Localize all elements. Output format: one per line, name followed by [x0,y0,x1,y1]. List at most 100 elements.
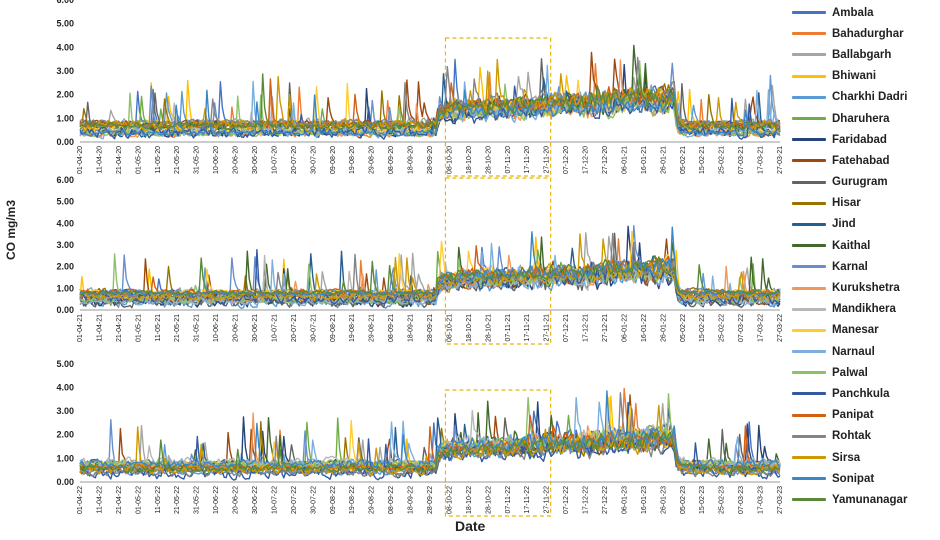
legend-item-faridabad: Faridabad [792,129,940,150]
x-tick-label: 26-01-23 [660,486,667,514]
x-tick-label: 20-06-22 [233,486,240,514]
x-tick-label: 31-05-22 [194,486,201,514]
x-tick-label: 19-08-22 [349,486,356,514]
legend-swatch [792,117,826,121]
legend-item-kurukshetra: Kurukshetra [792,277,940,298]
x-tick-label: 01-05-20 [135,146,142,174]
x-tick-label: 07-03-21 [738,146,745,174]
legend-item-hisar: Hisar [792,193,940,214]
legend-item-bahadurghar: Bahadurghar [792,23,940,44]
y-tick-label: 0.00 [56,305,74,315]
y-tick-label: 3.00 [56,66,74,76]
x-tick-label: 20-06-20 [233,146,240,174]
x-tick-label: 30-07-21 [310,314,317,342]
x-tick-label: 08-10-21 [446,314,453,342]
series-line-sirsa [79,58,781,133]
x-tick-label: 27-03-23 [777,486,784,514]
legend-swatch [792,477,826,481]
legend-label: Gurugram [832,176,888,189]
x-tick-label: 27-11-20 [544,146,551,174]
x-tick-label: 21-05-20 [174,146,181,174]
x-tick-label: 27-12-20 [602,146,609,174]
x-tick-label: 10-06-22 [213,486,220,514]
series-line-panchkula [79,431,781,481]
x-tick-label: 07-11-20 [505,146,512,174]
x-tick-label: 10-07-21 [271,314,278,342]
x-tick-label: 28-09-20 [427,146,434,174]
x-tick-label: 11-04-20 [96,146,103,174]
x-tick-label: 27-11-22 [544,486,551,514]
legend-label: Palwal [832,366,868,379]
legend-swatch [792,286,826,290]
legend-item-karnal: Karnal [792,256,940,277]
x-tick-label: 18-10-22 [466,486,473,514]
chart-panel-1: 0.00 1.00 2.00 3.00 4.00 5.00 6.00 01-04-20 11-0… [56,0,784,177]
y-tick-label: 0.00 [56,137,74,147]
legend-label: Faridabad [832,133,887,146]
x-tick-label: 11-05-22 [155,486,162,514]
legend-swatch [792,244,826,248]
series-line-yamunanagar [79,255,781,297]
legend-label: Narnaul [832,345,875,358]
x-tick-label: 09-08-20 [330,146,337,174]
x-tick-label: 25-02-21 [719,146,726,174]
legend-swatch [792,265,826,269]
legend-item-narnaul: Narnaul [792,341,940,362]
legend-label: Bhiwani [832,70,877,83]
series-line-panipat [79,414,781,472]
legend-swatch [792,392,826,396]
legend-label: Sonipat [832,472,875,485]
x-tick-label: 21-04-22 [116,486,123,514]
x-tick-label: 17-12-22 [583,486,590,514]
legend-label: Dharuhera [832,112,890,125]
x-tick-label: 07-11-21 [505,314,512,342]
x-tick-label: 20-07-20 [291,146,298,174]
x-tick-label: 20-06-21 [233,314,240,342]
x-tick-label: 27-12-21 [602,314,609,342]
legend-item-panipat: Panipat [792,405,940,426]
highlight-box [444,37,552,177]
legend-label: Rohtak [832,430,871,443]
legend-label: Kurukshetra [832,282,900,295]
legend-swatch [792,328,826,332]
x-tick-label: 10-07-20 [271,146,278,174]
x-tick-label: 01-05-21 [135,314,142,342]
x-tick-label: 07-03-23 [738,486,745,514]
y-tick-label: 1.00 [56,113,74,123]
y-tick-label: 2.00 [56,430,74,440]
x-tick-label: 16-01-22 [641,314,648,342]
x-tick-label: 15-02-23 [699,486,706,514]
x-tick-label: 09-08-22 [330,486,337,514]
x-tick-label: 29-08-21 [369,314,376,342]
series-line-yamunanagar [79,431,781,474]
legend: Ambala Bahadurghar Ballabgarh Bhiwani Charkh… [792,2,940,511]
chart-panel-2: 0.00 1.00 2.00 3.00 4.00 5.00 6.00 01-04-21 11-0… [56,175,784,345]
y-tick-label: 2.00 [56,262,74,272]
x-tick-label: 18-09-20 [408,146,415,174]
y-tick-label: 4.00 [56,382,74,392]
x-tick-label: 11-04-21 [96,314,103,342]
legend-swatch [792,159,826,163]
x-tick-label: 06-01-23 [621,486,628,514]
legend-item-dharuhera: Dharuhera [792,108,940,129]
legend-swatch [792,138,826,142]
y-tick-label: 3.00 [56,240,74,250]
x-tick-label: 19-08-21 [349,314,356,342]
x-tick-label: 27-11-21 [544,314,551,342]
x-tick-label: 16-01-23 [641,486,648,514]
x-tick-label: 01-04-20 [77,146,84,174]
y-tick-label: 1.00 [56,453,74,463]
x-tick-label: 28-09-21 [427,314,434,342]
legend-item-panchkula: Panchkula [792,383,940,404]
x-tick-label: 07-03-22 [738,314,745,342]
x-tick-label: 29-08-20 [369,146,376,174]
legend-item-yamunanagar: Yamunanagar [792,489,940,510]
x-tick-label: 21-04-20 [116,146,123,174]
legend-swatch [792,434,826,438]
x-tick-label: 31-05-20 [194,146,201,174]
legend-swatch [792,498,826,502]
legend-label: Panipat [832,409,874,422]
series-line-sonipat [79,390,781,469]
x-tick-label: 18-09-21 [408,314,415,342]
